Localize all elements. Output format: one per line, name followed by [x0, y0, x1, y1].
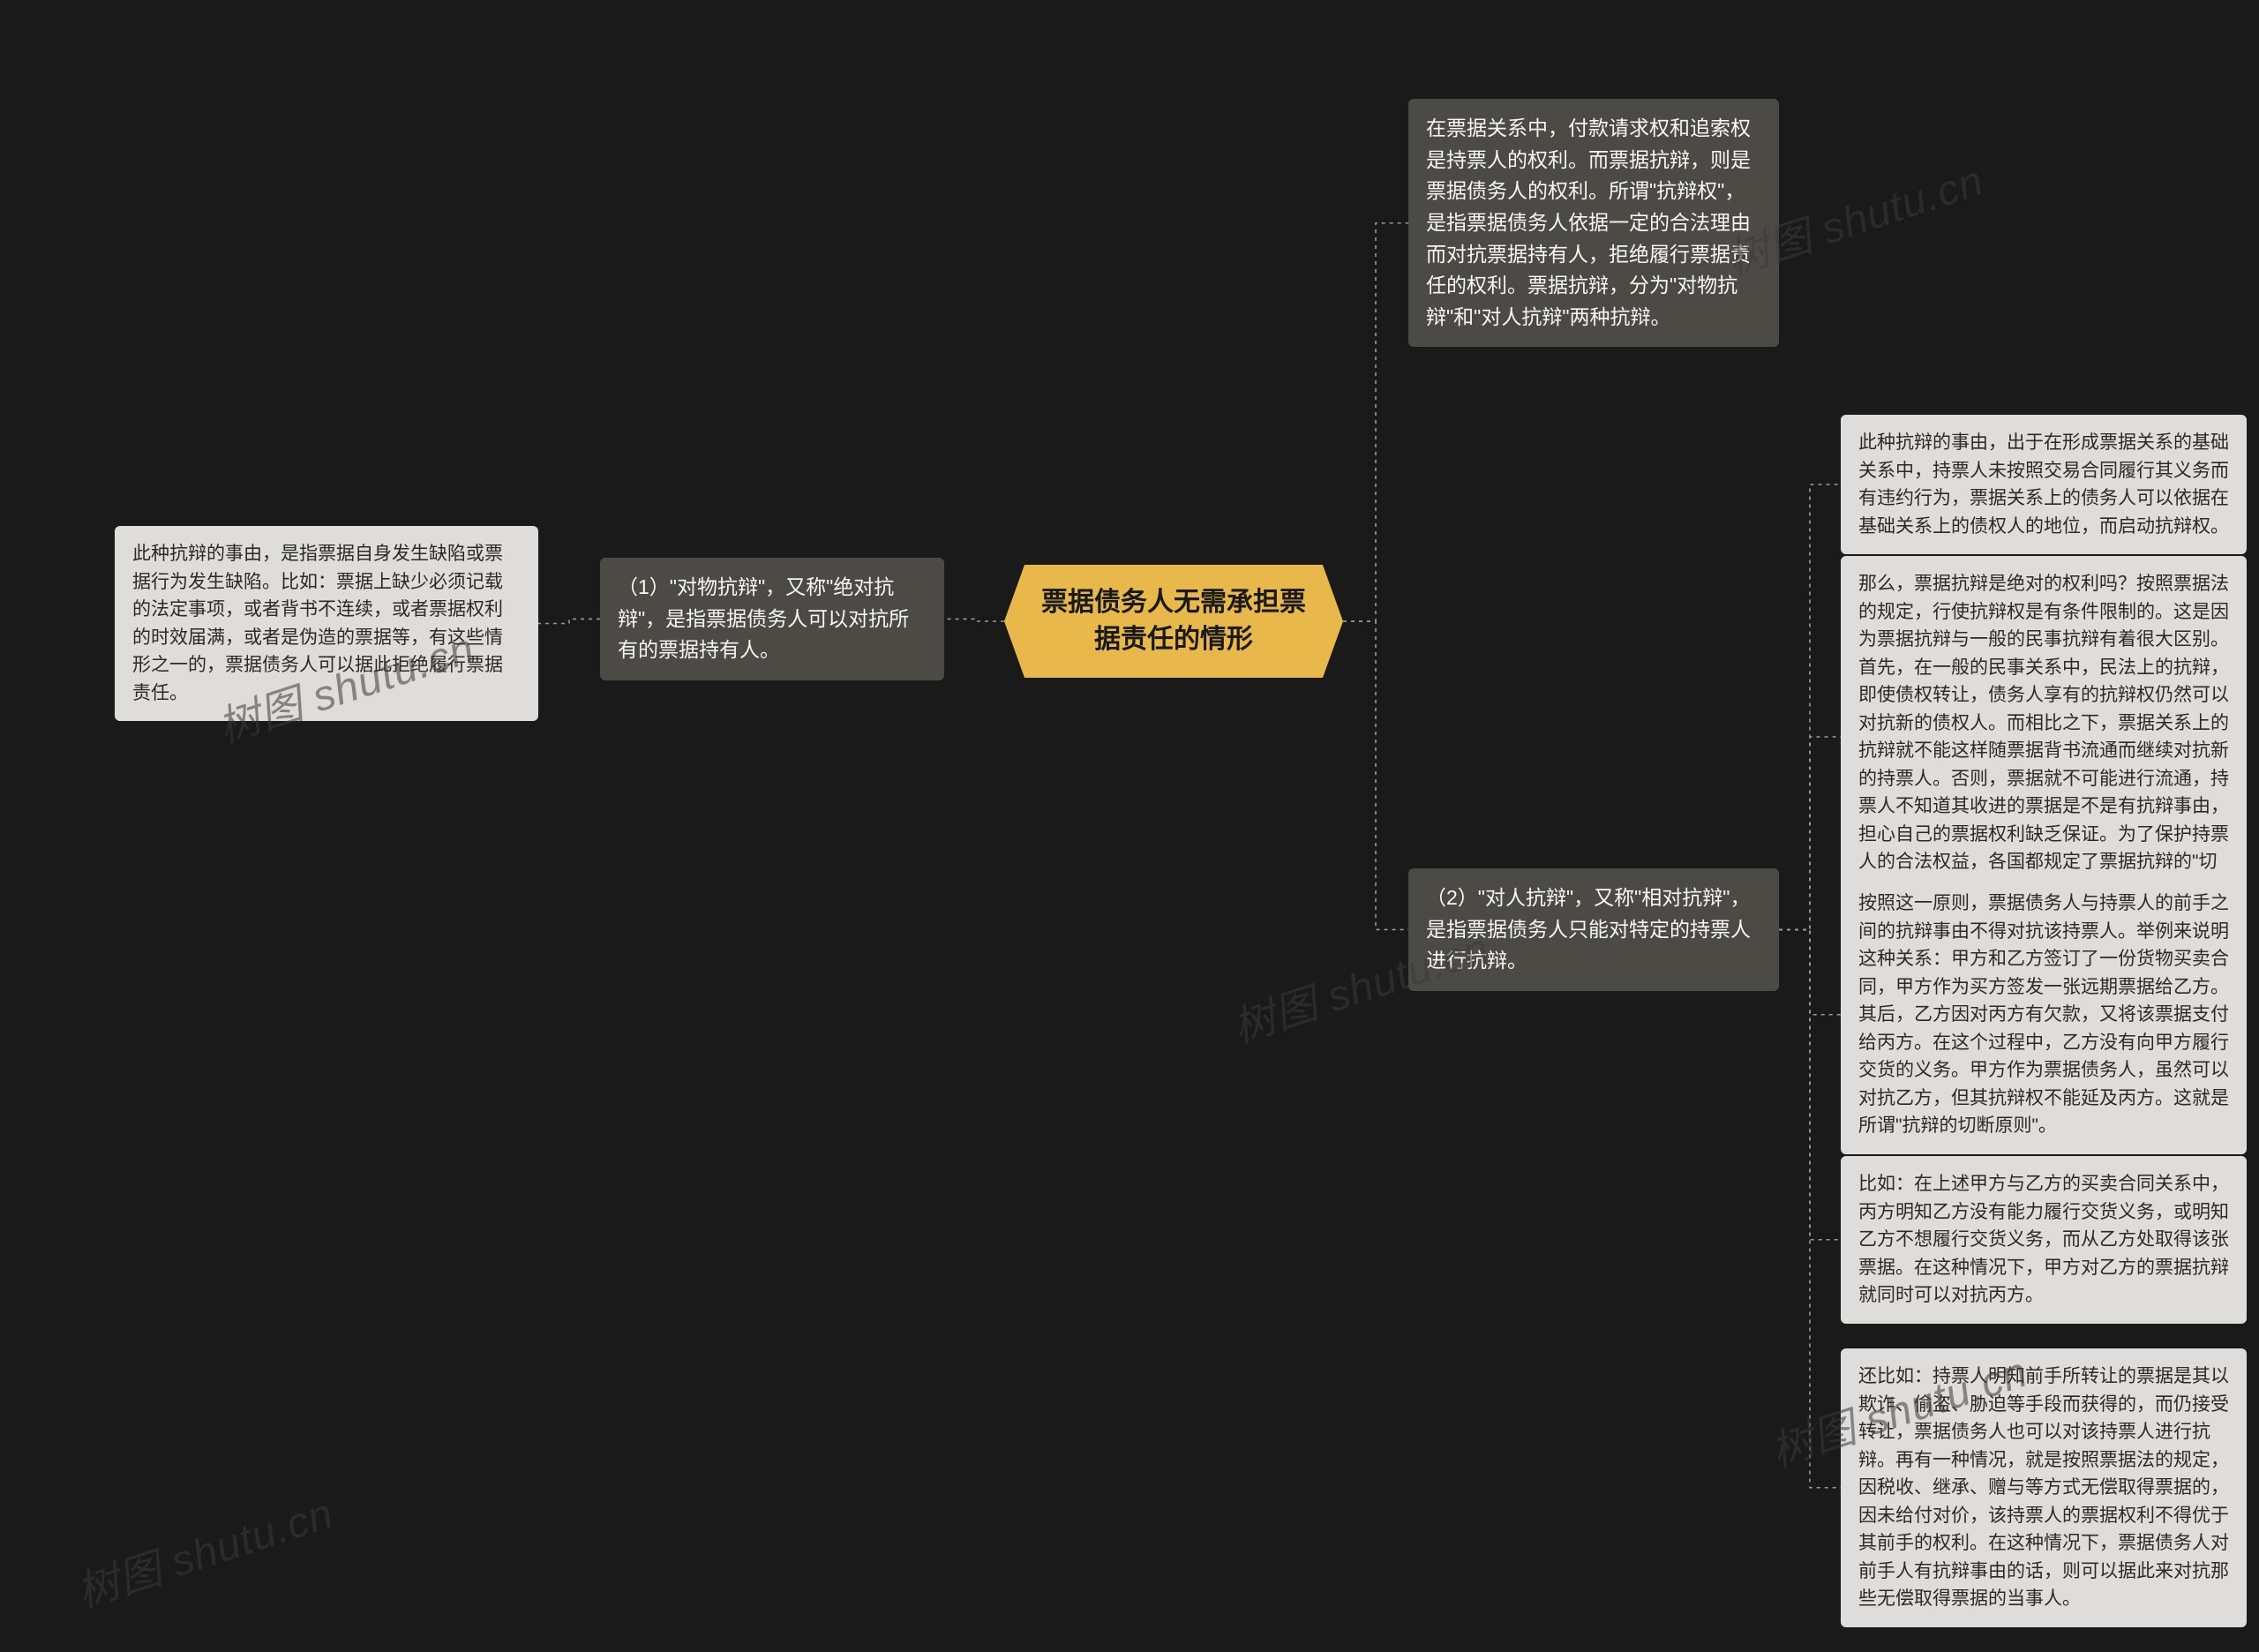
- connector-line: [1343, 223, 1408, 621]
- connector-line: [1779, 484, 1841, 929]
- connector-line: [1779, 929, 1841, 1487]
- leaf-r5[interactable]: 还比如：持票人明知前手所转让的票据是其以欺诈、偷盗、胁迫等手段而获得的，而仍接受…: [1841, 1348, 2247, 1627]
- leaf-r4[interactable]: 比如：在上述甲方与乙方的买卖合同关系中，丙方明知乙方没有能力履行交货义务，或明知…: [1841, 1156, 2247, 1324]
- connector-line: [1779, 737, 1841, 929]
- connector-line: [1779, 929, 1841, 1239]
- leaf-r2[interactable]: 那么，票据抗辩是绝对的权利吗？按照票据法的规定，行使抗辩权是有条件限制的。这是因…: [1841, 556, 2247, 918]
- leaf-r1[interactable]: 此种抗辩的事由，出于在形成票据关系的基础关系中，持票人未按照交易合同履行其义务而…: [1841, 415, 2247, 554]
- connector-line: [1343, 621, 1408, 929]
- leaf-r3[interactable]: 按照这一原则，票据债务人与持票人的前手之间的抗辩事由不得对抗该持票人。举例来说明…: [1841, 875, 2247, 1154]
- branch-right-top[interactable]: 在票据关系中，付款请求权和追索权是持票人的权利。而票据抗辩，则是票据债务人的权利…: [1408, 99, 1779, 347]
- connector-line: [1779, 929, 1841, 1014]
- connector-line: [944, 619, 1004, 621]
- watermark: 树图 shutu.cn: [68, 1478, 341, 1619]
- branch-right-2[interactable]: （2）"对人抗辩"，又称"相对抗辩"，是指票据债务人只能对特定的持票人进行抗辩。: [1408, 868, 1779, 991]
- connector-line: [538, 619, 600, 623]
- leaf-left[interactable]: 此种抗辩的事由，是指票据自身发生缺陷或票据行为发生缺陷。比如：票据上缺少必须记载…: [115, 526, 538, 721]
- root-node[interactable]: 票据债务人无需承担票据责任的情形: [1004, 565, 1343, 678]
- branch-left-1[interactable]: （1）"对物抗辩"，又称"绝对抗辩"，是指票据债务人可以对抗所有的票据持有人。: [600, 558, 944, 680]
